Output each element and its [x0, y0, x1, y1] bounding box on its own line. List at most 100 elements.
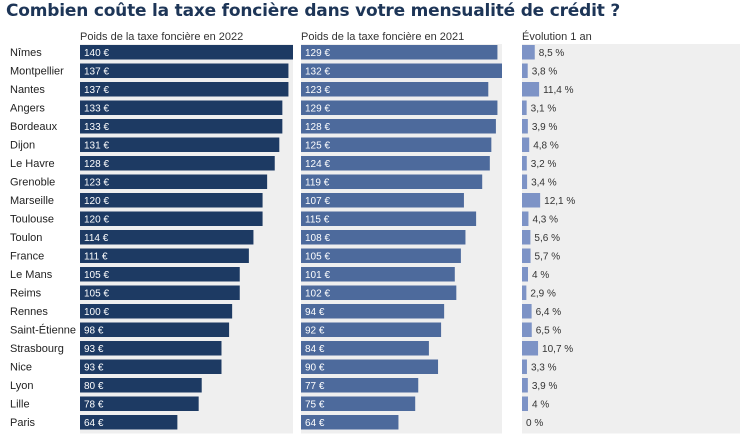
data-label-series-0: 120 €: [84, 215, 109, 226]
bar-series-2: [522, 248, 531, 263]
bar-series-1: [301, 100, 498, 115]
bar-series-1: [301, 396, 416, 411]
bar-series-2: [522, 193, 541, 208]
panel-background-2: [522, 44, 740, 434]
data-label-series-0: 131 €: [84, 141, 109, 152]
bar-series-0: [80, 230, 254, 245]
data-label-series-1: 129 €: [305, 104, 330, 115]
bar-series-0: [80, 248, 249, 263]
category-label: Reims: [10, 288, 42, 300]
category-label: Bordeaux: [10, 121, 58, 133]
data-label-series-2: 5,6 %: [534, 233, 560, 244]
data-label-series-0: 123 €: [84, 178, 109, 189]
data-label-series-1: 129 €: [305, 48, 330, 59]
bar-series-2: [522, 137, 530, 152]
bar-series-0: [80, 267, 240, 282]
category-label: Saint-Étienne: [10, 324, 76, 337]
category-label: Toulon: [10, 232, 42, 244]
data-label-series-2: 3,9 %: [532, 122, 558, 133]
data-label-series-2: 8,5 %: [539, 48, 565, 59]
category-label: Lille: [10, 399, 30, 411]
data-label-series-0: 128 €: [84, 159, 109, 170]
data-label-series-2: 4 %: [532, 400, 549, 411]
data-label-series-0: 93 €: [84, 363, 104, 374]
bar-series-1: [301, 211, 477, 226]
chart-title: Combien coûte la taxe foncière dans votr…: [6, 1, 621, 21]
data-label-series-2: 11,4 %: [543, 85, 573, 96]
data-label-series-0: 93 €: [84, 344, 104, 355]
data-label-series-1: 105 €: [305, 252, 330, 263]
bar-series-2: [522, 230, 531, 245]
data-label-series-0: 120 €: [84, 196, 109, 207]
data-label-series-2: 4 %: [532, 270, 549, 281]
data-label-series-2: 5,7 %: [535, 252, 561, 263]
column-header-evolution: Évolution 1 an: [522, 31, 592, 43]
data-label-series-1: 125 €: [305, 141, 330, 152]
category-label: Angers: [10, 103, 45, 115]
data-label-series-0: 105 €: [84, 289, 109, 300]
data-label-series-1: 90 €: [305, 363, 325, 374]
data-label-series-0: 80 €: [84, 381, 104, 392]
data-label-series-1: 92 €: [305, 326, 325, 337]
data-label-series-2: 3,9 %: [532, 381, 558, 392]
data-label-series-2: 6,4 %: [536, 307, 562, 318]
data-label-series-1: 128 €: [305, 122, 330, 133]
data-label-series-1: 77 €: [305, 381, 325, 392]
category-label: France: [10, 251, 44, 263]
data-label-series-1: 102 €: [305, 289, 330, 300]
bar-series-1: [301, 322, 442, 337]
bar-series-2: [522, 119, 528, 134]
data-label-series-0: 140 €: [84, 48, 109, 59]
data-label-series-0: 105 €: [84, 270, 109, 281]
bar-series-1: [301, 174, 483, 189]
bar-series-1: [301, 45, 498, 60]
bar-series-2: [522, 63, 528, 78]
bar-series-2: [522, 211, 529, 226]
data-label-series-1: 107 €: [305, 196, 330, 207]
category-label: Le Mans: [10, 269, 53, 281]
data-label-series-1: 108 €: [305, 233, 330, 244]
bar-series-0: [80, 322, 230, 337]
data-label-series-0: 64 €: [84, 418, 104, 429]
category-label: Nantes: [10, 84, 45, 96]
bar-series-0: [80, 396, 199, 411]
bar-series-0: [80, 415, 178, 430]
bar-series-0: [80, 137, 280, 152]
data-label-series-0: 137 €: [84, 67, 109, 78]
bar-series-0: [80, 63, 289, 78]
bar-series-2: [522, 322, 532, 337]
bar-series-1: [301, 193, 464, 208]
data-label-series-0: 78 €: [84, 400, 104, 411]
bar-series-0: [80, 45, 293, 60]
bar-series-1: [301, 119, 496, 134]
bar-series-0: [80, 193, 263, 208]
bar-series-1: [301, 341, 429, 356]
data-label-series-1: 115 €: [305, 215, 330, 226]
data-label-series-2: 6,5 %: [536, 326, 562, 337]
data-label-series-1: 119 €: [305, 178, 330, 189]
bar-series-2: [522, 156, 527, 171]
data-label-series-2: 0 %: [526, 418, 543, 429]
bar-series-2: [522, 267, 528, 282]
bar-series-2: [522, 285, 527, 300]
bar-series-1: [301, 82, 489, 97]
bar-series-0: [80, 100, 283, 115]
category-label: Le Havre: [10, 158, 55, 170]
data-label-series-2: 4,3 %: [532, 215, 558, 226]
bar-series-2: [522, 45, 535, 60]
bar-series-1: [301, 248, 461, 263]
bar-series-1: [301, 137, 492, 152]
data-label-series-2: 3,2 %: [531, 159, 557, 170]
bar-series-1: [301, 267, 455, 282]
bar-series-1: [301, 378, 419, 393]
bar-series-2: [522, 174, 528, 189]
data-label-series-0: 137 €: [84, 85, 109, 96]
bar-series-0: [80, 359, 222, 374]
bar-series-1: [301, 63, 502, 78]
data-label-series-0: 133 €: [84, 122, 109, 133]
data-label-series-1: 123 €: [305, 85, 330, 96]
data-label-series-2: 4,8 %: [533, 141, 559, 152]
column-header-2021: Poids de la taxe foncière en 2021: [301, 31, 465, 43]
bar-series-2: [522, 378, 528, 393]
